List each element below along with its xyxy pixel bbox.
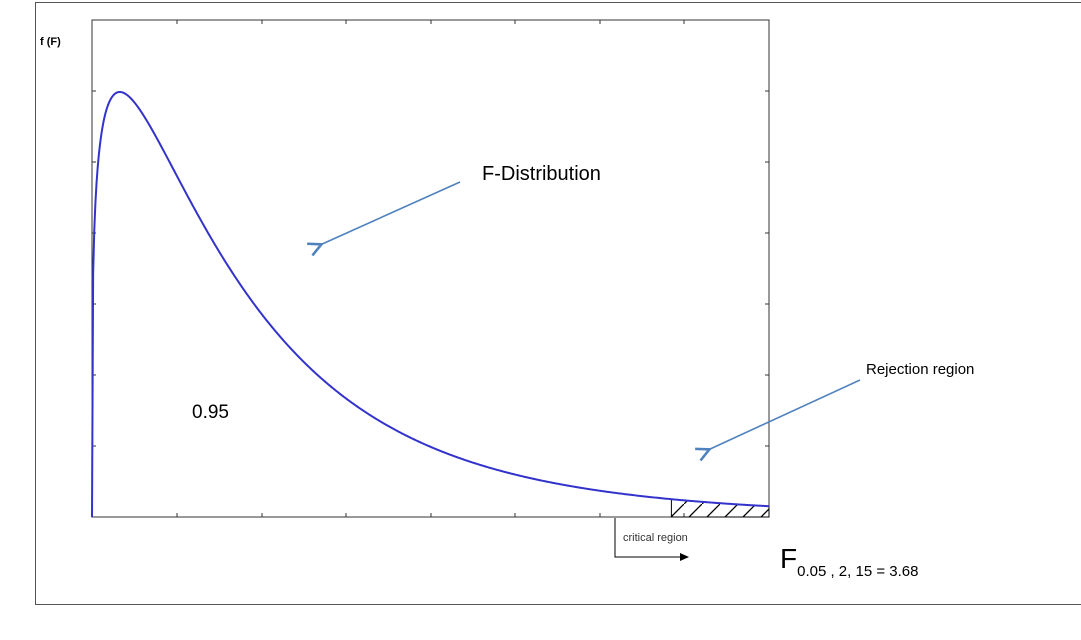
axis-ticks	[92, 20, 769, 517]
critical-region-area	[670, 498, 770, 518]
critical-region-label: critical region	[623, 532, 688, 544]
critical-value-label: F0.05 , 2, 15 = 3.68	[780, 543, 918, 580]
plot-area	[91, 19, 770, 518]
y-axis-label: f (F)	[40, 36, 61, 48]
rejection-region-arrow	[708, 379, 861, 450]
curve-annotation-arrow	[320, 181, 461, 245]
rejection-region-label: Rejection region	[866, 361, 974, 378]
curve-annotation-label: F-Distribution	[482, 163, 601, 185]
acceptance-area-label: 0.95	[192, 402, 229, 423]
f-distribution-curve	[91, 90, 770, 518]
chart-frame	[35, 2, 1081, 605]
critical-region-arrow	[614, 518, 689, 561]
